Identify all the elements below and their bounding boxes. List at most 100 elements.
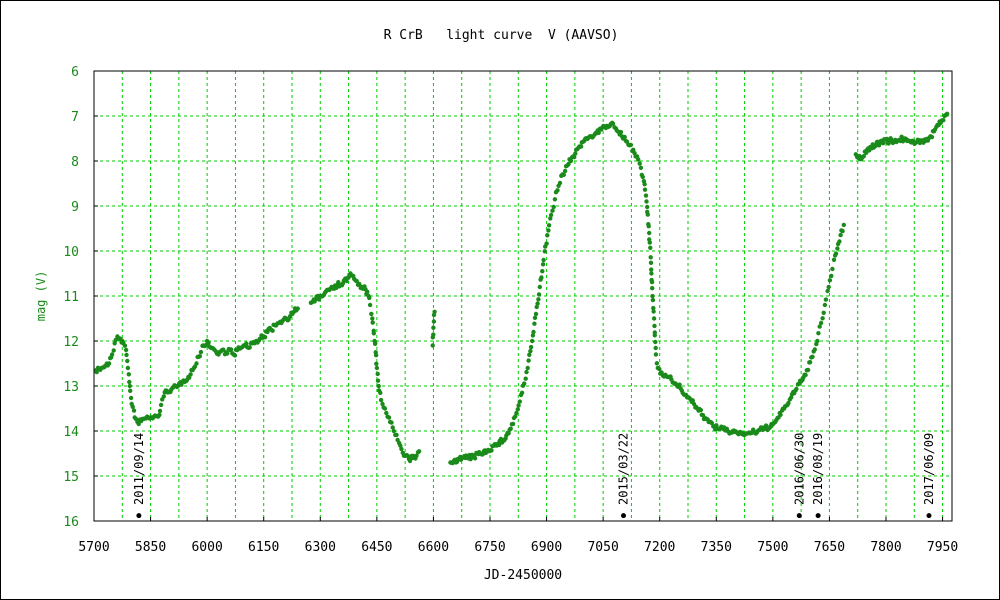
data-point: [642, 182, 647, 187]
data-point: [295, 306, 300, 311]
data-point: [841, 222, 846, 228]
data-point: [815, 338, 820, 344]
data-point: [838, 232, 843, 238]
y-tick-label: 6: [71, 65, 79, 80]
data-point: [528, 348, 533, 354]
data-point: [642, 187, 648, 192]
data-point: [821, 310, 826, 315]
data-point: [638, 165, 644, 170]
data-point: [244, 341, 249, 346]
y-tick-label: 11: [63, 290, 79, 305]
data-point: [830, 266, 835, 272]
event-date-label: 2015/03/22: [617, 433, 631, 505]
data-point: [125, 365, 131, 371]
data-point: [525, 365, 530, 371]
data-point: [545, 233, 550, 238]
data-point: [653, 339, 658, 345]
data-point: [158, 402, 164, 408]
data-point: [535, 301, 540, 306]
data-point: [536, 292, 542, 297]
data-point: [546, 228, 551, 233]
data-point: [827, 278, 833, 283]
event-marker-dot: [621, 513, 627, 519]
data-point: [316, 297, 322, 302]
x-tick-label: 7650: [814, 540, 845, 555]
data-point: [247, 345, 252, 350]
data-point: [649, 279, 655, 285]
data-point: [644, 199, 649, 204]
data-point: [516, 403, 521, 408]
data-point: [375, 371, 380, 377]
data-point: [873, 143, 878, 149]
data-point: [389, 420, 394, 425]
data-point: [690, 398, 695, 403]
data-point: [372, 341, 378, 346]
x-tick-label: 6600: [418, 540, 449, 555]
data-point: [270, 328, 275, 333]
data-point: [532, 315, 538, 320]
data-point: [187, 375, 192, 380]
data-point: [578, 144, 584, 149]
data-point: [803, 372, 808, 378]
y-tick-label: 7: [71, 110, 79, 125]
data-point: [650, 293, 655, 299]
data-point: [527, 352, 532, 357]
data-point: [407, 458, 413, 464]
x-tick-label: 7950: [927, 540, 958, 555]
event-marker-dot: [926, 513, 932, 519]
data-point: [786, 400, 791, 406]
x-tick-label: 6150: [248, 540, 279, 555]
data-point: [354, 278, 359, 284]
data-point: [228, 347, 234, 352]
data-point: [517, 399, 522, 404]
event-marker-dot: [815, 513, 821, 519]
data-point: [628, 142, 634, 148]
data-point: [763, 423, 769, 428]
data-point: [837, 239, 842, 244]
data-point: [820, 316, 825, 321]
data-point: [649, 267, 654, 272]
data-point: [941, 118, 946, 123]
x-tick-label: 5700: [78, 540, 109, 555]
data-point: [528, 344, 534, 350]
data-point: [378, 390, 383, 395]
data-point: [382, 406, 388, 411]
data-point: [561, 172, 566, 177]
data-point: [386, 415, 392, 420]
data-points: [93, 111, 950, 466]
data-point: [631, 147, 636, 152]
data-point: [700, 413, 706, 418]
event-marker-dot: [136, 513, 142, 519]
data-point: [530, 333, 536, 338]
data-point: [123, 347, 129, 353]
data-point: [336, 280, 341, 285]
data-point: [542, 249, 547, 254]
x-tick-label: 7050: [587, 540, 618, 555]
x-tick-label: 6750: [474, 540, 505, 555]
data-point: [778, 412, 783, 417]
data-point: [225, 351, 230, 356]
x-tick-label: 6900: [531, 540, 562, 555]
data-point: [651, 316, 657, 321]
y-tick-label: 14: [63, 425, 79, 440]
data-point: [645, 212, 650, 217]
data-point: [555, 188, 560, 193]
data-point: [557, 180, 563, 186]
data-point: [653, 345, 658, 351]
data-point: [157, 408, 163, 414]
x-tick-label: 6300: [305, 540, 336, 555]
data-point: [546, 223, 552, 228]
data-point: [650, 297, 656, 303]
data-point: [378, 397, 384, 403]
data-point: [540, 262, 546, 267]
data-point: [432, 309, 437, 314]
data-point: [677, 382, 682, 387]
data-point: [805, 367, 811, 373]
data-point: [651, 309, 656, 314]
data-point: [161, 394, 166, 399]
data-point: [106, 361, 112, 366]
data-point: [880, 141, 886, 146]
data-point: [812, 347, 817, 352]
data-point: [550, 208, 555, 213]
data-point: [822, 302, 828, 308]
